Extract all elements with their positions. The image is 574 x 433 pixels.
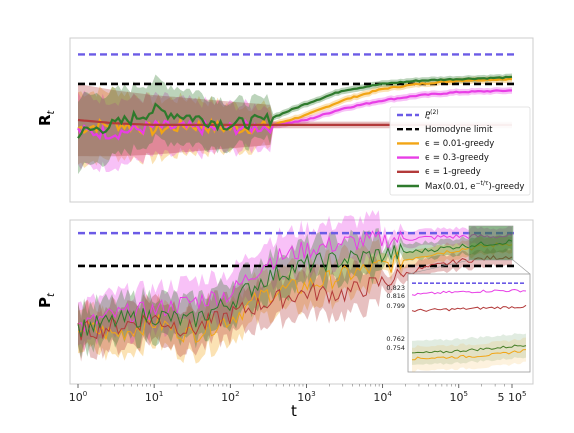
legend-label-4: ϵ = 1-greedy bbox=[425, 167, 481, 177]
inset-frame bbox=[407, 273, 531, 373]
legend-label-2: ϵ = 0.01-greedy bbox=[425, 139, 494, 149]
bottom-axes-frame bbox=[69, 219, 534, 385]
zoom-region bbox=[468, 225, 514, 261]
p1-series-4-line bbox=[77, 255, 513, 341]
inset-tick-4: 0.754 bbox=[386, 344, 405, 352]
inset-tick-3: 0.762 bbox=[386, 335, 405, 343]
x-tick-label-0: 100 bbox=[69, 390, 87, 404]
p0-series-5-band bbox=[78, 73, 512, 175]
p0-series-2-band bbox=[78, 75, 512, 168]
inset-axes: 0.823 0.816 0.799 0.762 0.754 bbox=[386, 273, 531, 373]
top-bands bbox=[78, 73, 512, 175]
x-tick-label-6: 5 105 bbox=[498, 390, 527, 404]
p1-series-5-line bbox=[77, 239, 513, 338]
inset-line-4 bbox=[411, 349, 527, 361]
x-tick-label-3: 103 bbox=[297, 390, 315, 404]
legend-label-3: ϵ = 0.3-greedy bbox=[425, 153, 489, 163]
inset-line-3 bbox=[411, 344, 527, 354]
legend-label-0: P(2) * bbox=[425, 109, 439, 123]
bottom-ylabel: Pt bbox=[36, 292, 57, 308]
x-tick-label-2: 102 bbox=[221, 390, 239, 404]
top-axes-frame bbox=[69, 37, 534, 203]
top-ylabel: Rt bbox=[36, 109, 57, 126]
legend: P(2) * Homodyne limit ϵ = 0.01-greedy ϵ =… bbox=[389, 106, 531, 196]
bottom-lines bbox=[77, 230, 514, 344]
x-ticks: 100 101 102 103 104 105 5 105 bbox=[69, 384, 527, 404]
p1-series-5-band bbox=[78, 228, 512, 359]
inset-tick-1: 0.816 bbox=[386, 292, 405, 300]
inset-tick-2: 0.799 bbox=[386, 302, 405, 310]
x-tick-label-1: 101 bbox=[145, 390, 163, 404]
p0-series-3-band bbox=[78, 87, 512, 173]
p0-series-5-line bbox=[77, 75, 513, 139]
inset-line-1 bbox=[411, 288, 527, 296]
x-tick-label-5: 105 bbox=[450, 390, 468, 404]
zoom-guide-right bbox=[512, 259, 531, 275]
inset-band-4 bbox=[412, 337, 526, 372]
inset-tick-0: 0.823 bbox=[386, 284, 405, 292]
x-axis-label: t bbox=[291, 402, 297, 420]
zoom-guide-left bbox=[407, 259, 471, 275]
inset-content bbox=[411, 282, 527, 372]
legend-label-1: Homodyne limit bbox=[425, 125, 493, 135]
legend-label-5: Max(0.01, e−t/τ)-greedy bbox=[425, 180, 524, 192]
inset-line-2 bbox=[411, 304, 527, 313]
legend-box bbox=[389, 106, 531, 196]
p0-series-4-band bbox=[78, 83, 512, 157]
x-tick-label-4: 104 bbox=[373, 390, 392, 404]
